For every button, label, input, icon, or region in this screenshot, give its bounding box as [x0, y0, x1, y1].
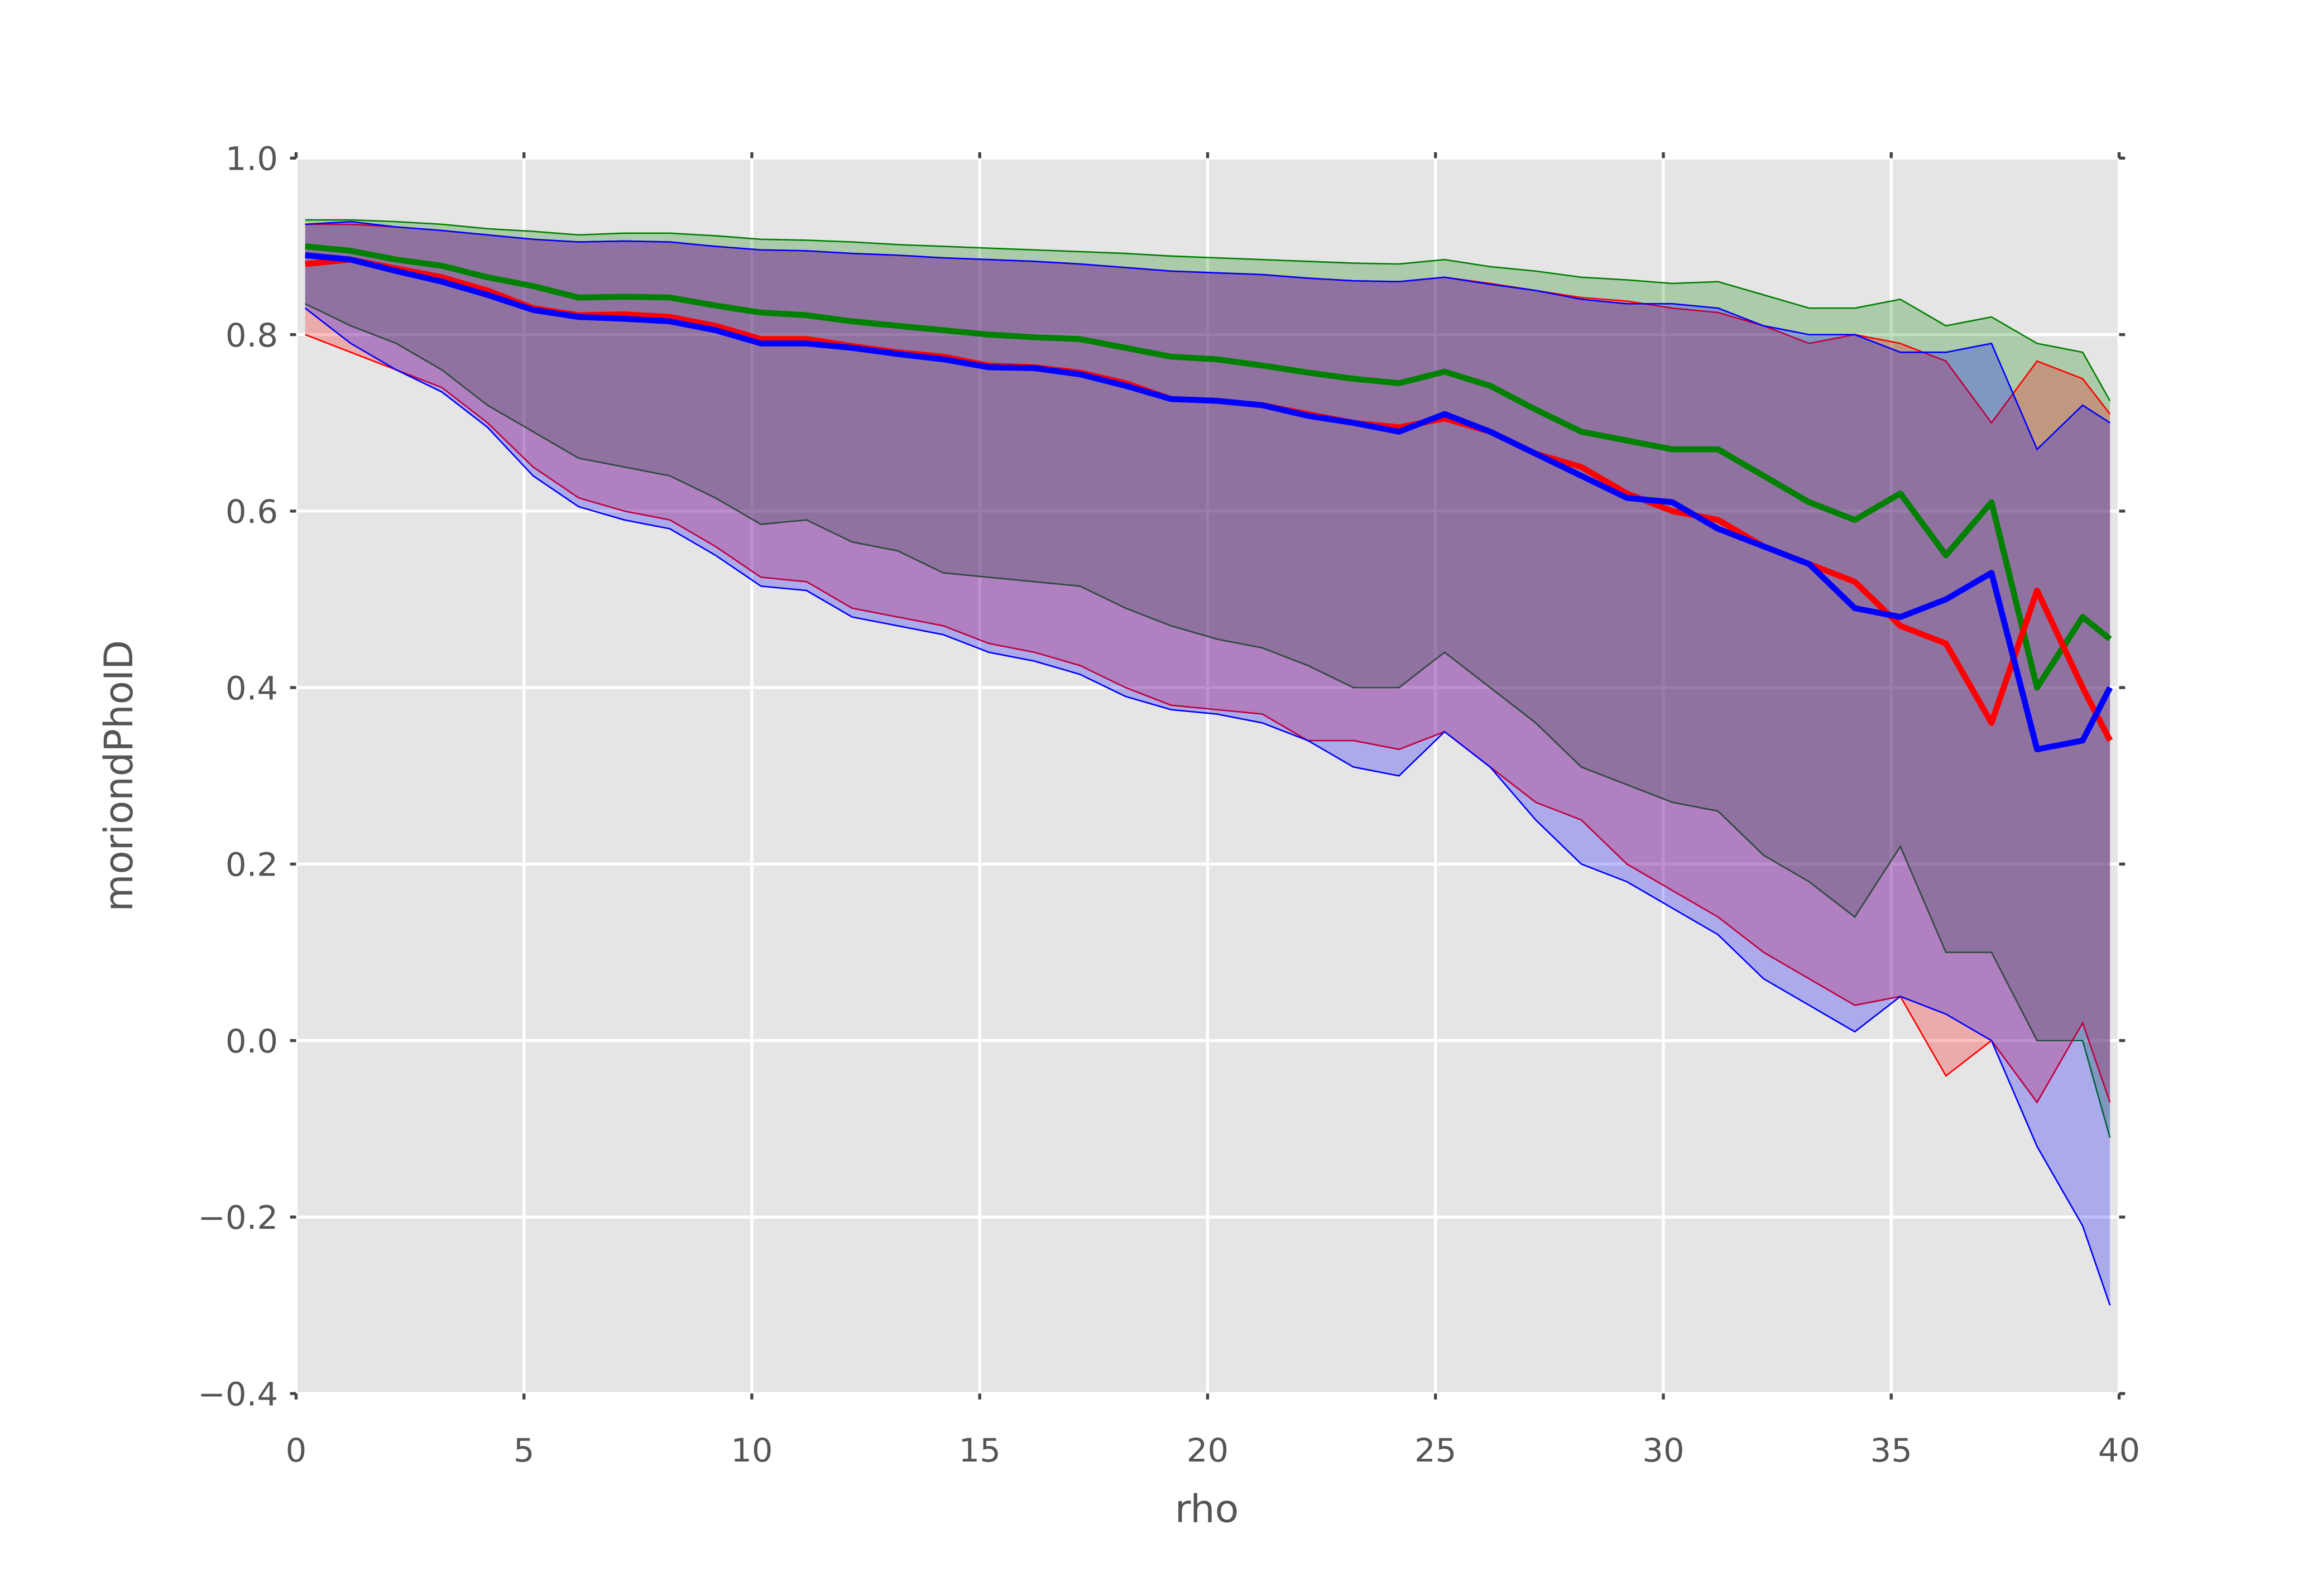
x-tick-label: 0: [286, 1431, 307, 1469]
y-tick-label: −0.2: [198, 1199, 278, 1237]
data-line: [305, 243, 2112, 691]
band-edge: [304, 307, 2111, 1306]
confidence-band: [305, 222, 2110, 1306]
y-tick-label: 0.4: [226, 669, 278, 707]
x-tick-label: 5: [514, 1431, 535, 1469]
band-edge: [305, 220, 2110, 451]
y-axis-label: moriondPhoID: [97, 640, 142, 912]
x-tick-label: 25: [1414, 1431, 1456, 1469]
y-tick-label: 0.8: [226, 316, 278, 354]
y-tick-label: 0.6: [226, 493, 278, 531]
y-tick-label: −0.4: [198, 1375, 278, 1413]
x-tick-label: 15: [959, 1431, 1001, 1469]
y-tick-label: 0.2: [226, 845, 278, 883]
band-edge: [305, 334, 2111, 1104]
x-tick-label: 20: [1187, 1431, 1229, 1469]
band-edge: [305, 219, 2111, 401]
x-axis-label: rho: [1175, 1487, 1239, 1531]
data-line: [305, 252, 2113, 753]
x-tick-label: 40: [2098, 1431, 2140, 1469]
band-edge: [305, 303, 2111, 1138]
y-tick-label: 1.0: [226, 140, 278, 177]
x-tick-label: 35: [1870, 1431, 1912, 1469]
y-tick-label: 0.0: [226, 1022, 278, 1060]
x-tick-label: 30: [1642, 1431, 1684, 1469]
x-tick-label: 10: [731, 1431, 773, 1469]
